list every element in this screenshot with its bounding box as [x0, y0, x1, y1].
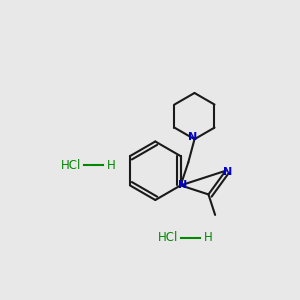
Text: N: N	[178, 180, 188, 190]
Text: HCl: HCl	[158, 231, 178, 244]
Text: HCl: HCl	[60, 159, 81, 172]
Text: H: H	[107, 159, 116, 172]
Text: N: N	[223, 167, 232, 177]
Text: H: H	[204, 231, 213, 244]
Text: N: N	[188, 132, 198, 142]
